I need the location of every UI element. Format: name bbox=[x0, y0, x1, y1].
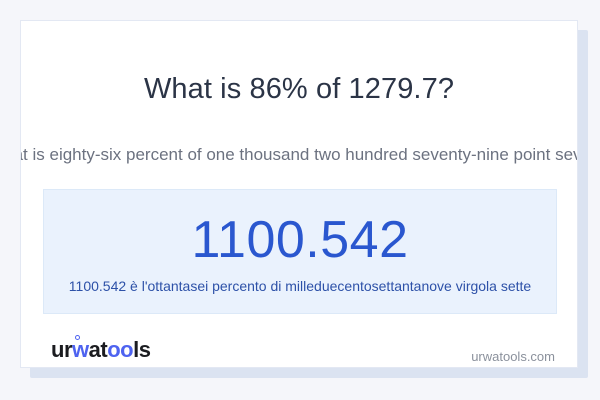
site-url-label: urwatools.com bbox=[471, 349, 555, 364]
result-box: 1100.542 1100.542 è l'ottantasei percent… bbox=[43, 189, 557, 314]
result-sentence-italian: 1100.542 è l'ottantasei percento di mill… bbox=[68, 278, 532, 294]
brand-part-ur: ur bbox=[51, 337, 73, 362]
brand-part-ls: ls bbox=[133, 337, 151, 362]
question-subtitle: What is eighty-six percent of one thousa… bbox=[21, 145, 577, 164]
brand-part-w: w bbox=[72, 337, 89, 362]
brand-part-at: at bbox=[88, 337, 108, 362]
brand-logo[interactable]: urwatools bbox=[51, 335, 151, 362]
brand-dot-icon bbox=[75, 335, 80, 340]
brand-part-oo: oo bbox=[107, 337, 134, 362]
page-title: What is 86% of 1279.7? bbox=[143, 73, 455, 105]
result-value: 1100.542 bbox=[191, 211, 409, 269]
brand-logo-text: urwatools bbox=[51, 335, 151, 362]
result-card: What is 86% of 1279.7? What is eighty-si… bbox=[20, 20, 578, 368]
